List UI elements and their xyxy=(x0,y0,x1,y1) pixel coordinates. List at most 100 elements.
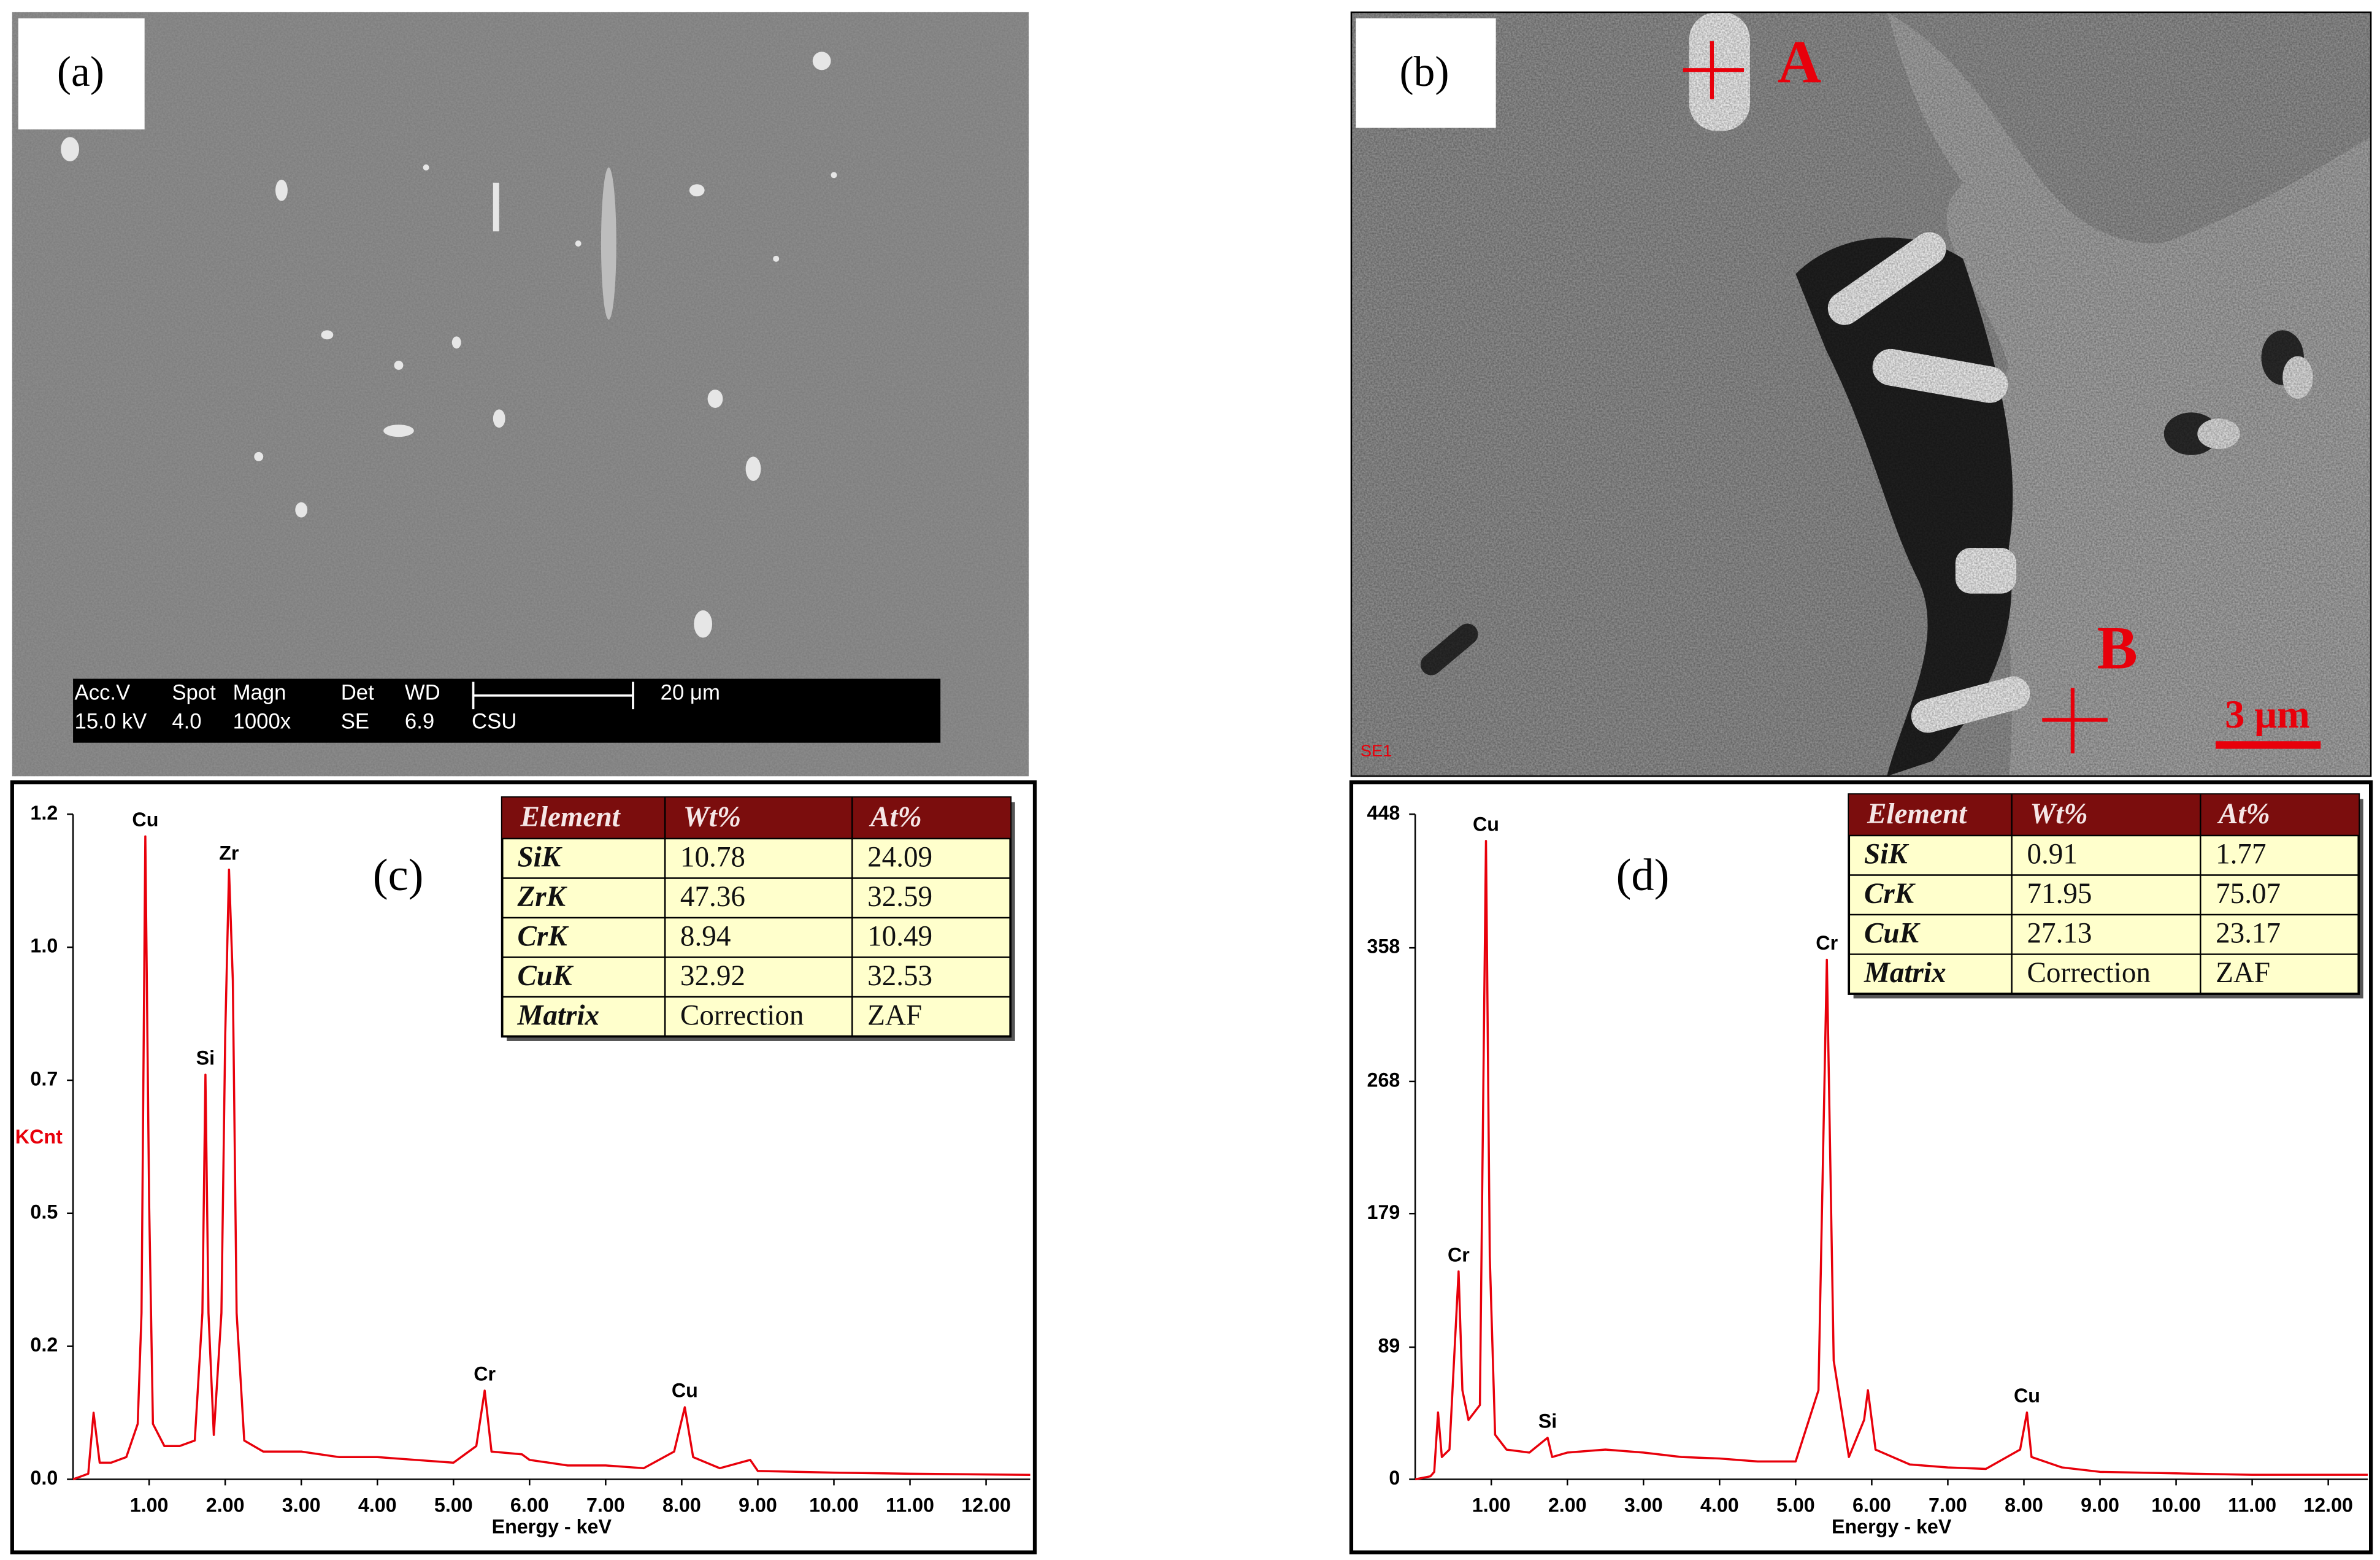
peak-label: Cu xyxy=(2014,1385,2040,1407)
x-tick-label: 8.00 xyxy=(2005,1494,2043,1516)
spectrum-line xyxy=(72,835,1031,1481)
table-cell: Matrix xyxy=(516,1000,599,1032)
info-value: SE xyxy=(341,710,369,734)
table-header-cell: At% xyxy=(2217,798,2270,830)
table-cell: 47.36 xyxy=(680,881,745,913)
x-tick-label: 3.00 xyxy=(282,1494,321,1516)
table-header-cell: Wt% xyxy=(2030,798,2087,830)
y-tick-label: 1.0 xyxy=(30,935,58,957)
x-tick-label: 6.00 xyxy=(510,1494,549,1516)
table-cell: Matrix xyxy=(1864,957,1946,989)
table-header xyxy=(1849,794,2359,836)
detector-label: SE1 xyxy=(1361,741,1392,760)
x-tick-label: 10.00 xyxy=(809,1494,859,1516)
x-tick-label: 6.00 xyxy=(1852,1494,1891,1516)
table-header xyxy=(502,797,1011,839)
x-tick-label: 11.00 xyxy=(886,1494,934,1516)
peak-label: Zr xyxy=(219,842,239,864)
table-cell: ZrK xyxy=(516,881,567,913)
table-cell: 0.91 xyxy=(2027,839,2077,870)
table-cell: ZAF xyxy=(2216,957,2270,989)
table-cell: 75.07 xyxy=(2216,878,2281,910)
table-cell: 23.17 xyxy=(2216,918,2281,950)
table-cell: 10.49 xyxy=(867,921,932,953)
y-tick-label: 358 xyxy=(1367,936,1400,958)
x-tick-label: 10.00 xyxy=(2151,1494,2201,1516)
x-tick-label: 1.00 xyxy=(130,1494,169,1516)
info-header: Acc.V xyxy=(75,682,131,705)
table-cell: SiK xyxy=(1864,839,1910,870)
table-cell: 24.09 xyxy=(867,842,932,874)
table-cell: 71.95 xyxy=(2027,878,2092,910)
peak-label: Cu xyxy=(672,1380,698,1402)
table-cell: 32.53 xyxy=(867,960,932,992)
table-cell: 32.59 xyxy=(867,881,932,913)
y-tick-label: 268 xyxy=(1367,1069,1400,1091)
x-tick-label: 9.00 xyxy=(739,1494,777,1516)
x-tick-label: 2.00 xyxy=(206,1494,245,1516)
info-header: Magn xyxy=(233,682,286,705)
panel-label: (d) xyxy=(1616,850,1670,901)
x-tick-label: 7.00 xyxy=(1929,1494,1967,1516)
info-value: CSU xyxy=(472,710,516,734)
x-axis-title: Energy - keV xyxy=(1832,1515,1952,1537)
table-cell: 1.77 xyxy=(2216,839,2266,870)
table-cell: 10.78 xyxy=(680,842,745,874)
info-value: 1000x xyxy=(233,710,291,734)
info-value: 15.0 kV xyxy=(75,710,147,734)
x-tick-label: 5.00 xyxy=(1776,1494,1815,1516)
info-value: 4.0 xyxy=(172,710,201,734)
y-tick-label: 1.2 xyxy=(30,802,58,824)
x-tick-label: 1.00 xyxy=(1472,1494,1511,1516)
peak-label: Cr xyxy=(1448,1243,1470,1266)
x-tick-label: 5.00 xyxy=(434,1494,473,1516)
x-tick-label: 12.00 xyxy=(2303,1494,2353,1516)
panel-label: (a) xyxy=(57,48,104,96)
y-axis-title: KCnt xyxy=(15,1126,63,1148)
x-tick-label: 4.00 xyxy=(1700,1494,1739,1516)
peak-label: Si xyxy=(196,1047,215,1069)
x-tick-label: 12.00 xyxy=(961,1494,1011,1516)
table-cell: CrK xyxy=(517,921,569,953)
x-tick-label: 9.00 xyxy=(2081,1494,2119,1516)
y-tick-label: 0.7 xyxy=(30,1067,58,1089)
panel-label: (b) xyxy=(1400,48,1449,96)
spectrum-line xyxy=(1415,840,2368,1481)
y-tick-label: 0.5 xyxy=(30,1201,58,1223)
table-header-cell: Element xyxy=(520,801,621,833)
table-cell: CrK xyxy=(1864,878,1916,910)
peak-label: Cu xyxy=(132,809,158,831)
x-tick-label: 11.00 xyxy=(2228,1494,2276,1516)
point-label: B xyxy=(2097,615,2138,682)
sem-image-b: (b) A B 3 μm SE1 xyxy=(1351,12,2371,777)
table-header-cell: Wt% xyxy=(683,801,741,833)
scale-bar-label: 3 μm xyxy=(2225,693,2310,736)
x-axis-title: Energy - keV xyxy=(492,1515,612,1537)
peak-label: Cu xyxy=(1473,813,1499,836)
table-cell: CuK xyxy=(1864,918,1921,950)
y-tick-label: 0 xyxy=(1389,1467,1400,1489)
y-tick-label: 448 xyxy=(1367,802,1400,824)
table-cell: CuK xyxy=(517,960,574,992)
table-header-cell: Element xyxy=(1867,798,1968,830)
peak-label: Si xyxy=(1538,1410,1557,1432)
x-tick-label: 2.00 xyxy=(1548,1494,1587,1516)
x-tick-label: 3.00 xyxy=(1624,1494,1663,1516)
panel-label: (c) xyxy=(373,850,424,901)
table-cell: ZAF xyxy=(867,1000,922,1032)
x-tick-label: 4.00 xyxy=(358,1494,397,1516)
scale-bar-label: 20 μm xyxy=(661,682,720,705)
table-cell: Correction xyxy=(2027,957,2151,989)
x-tick-label: 7.00 xyxy=(586,1494,625,1516)
table-cell: SiK xyxy=(517,842,562,874)
y-tick-label: 89 xyxy=(1378,1335,1400,1357)
table-cell: 32.92 xyxy=(680,960,745,992)
table-header-cell: At% xyxy=(869,801,922,833)
info-value: 6.9 xyxy=(405,710,434,734)
x-tick-label: 8.00 xyxy=(662,1494,701,1516)
table-cell: Correction xyxy=(680,1000,804,1032)
point-label: A xyxy=(1778,29,1822,96)
peak-label: Cr xyxy=(1816,932,1838,954)
info-header: Det xyxy=(341,682,374,705)
